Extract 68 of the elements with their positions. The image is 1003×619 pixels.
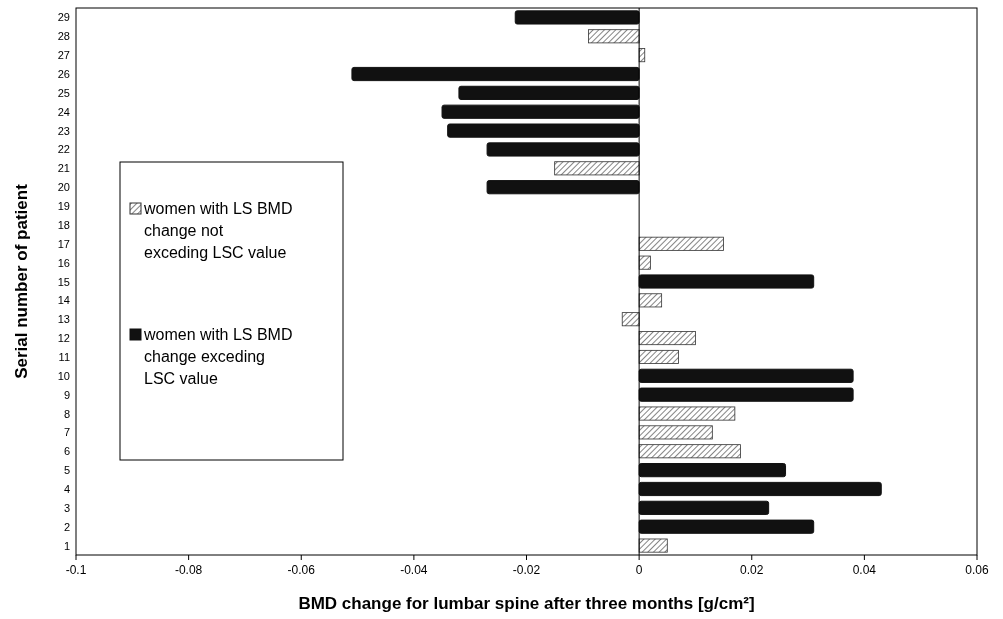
bar [638,274,815,289]
x-tick-label: 0 [635,563,643,577]
y-tick-label: 5 [63,464,70,477]
y-tick-label: 2 [63,520,70,533]
bar [554,161,640,176]
y-tick-label: 22 [57,143,70,156]
bar [638,236,724,251]
y-tick-label: 29 [57,11,70,24]
bar [638,293,663,308]
x-tick-label: 0.06 [965,563,989,577]
bar [486,142,640,157]
y-tick-label: 10 [57,369,70,382]
bar [638,500,770,515]
bar [638,538,668,553]
y-tick-label: 14 [57,294,70,307]
bar [638,368,854,383]
y-tick-label: 15 [57,275,70,288]
y-tick-label: 24 [57,105,70,118]
bar [638,463,787,478]
y-tick-label: 21 [57,162,70,175]
legend-label: women with LS BMD change not exceding LSC value [143,200,293,261]
bar [514,10,640,25]
y-tick-label: 11 [58,350,70,363]
y-tick-label: 12 [57,332,70,345]
y-tick-label: 13 [57,313,70,326]
y-tick-label: 9 [63,388,70,401]
bar [638,387,854,402]
y-tick-label: 8 [63,407,70,420]
y-tick-label: 17 [57,237,70,250]
y-tick-label: 6 [63,445,70,458]
y-tick-label: 4 [63,482,70,495]
x-tick-label: -0.02 [512,563,541,577]
y-axis-title: Serial number of patient [12,183,31,379]
bar [638,481,882,497]
bar [486,180,640,195]
y-tick-label: 28 [57,30,70,43]
y-tick-label: 18 [57,218,70,231]
y-tick-label: 27 [57,49,70,62]
y-tick-label: 25 [57,86,70,99]
x-tick-label: -0.08 [174,563,203,577]
bar [638,406,736,421]
y-tick-label: 20 [57,181,70,194]
x-tick-label: 0.04 [852,563,877,577]
bar [638,519,815,534]
bar [638,331,696,346]
x-axis-title: BMD change for lumbar spine after three months [g/cm²] [298,594,755,613]
bar [458,85,640,100]
bar [351,66,640,82]
bar [441,104,640,119]
x-tick-label: -0.04 [400,563,428,577]
legend-label: women with LS BMD change exceding LSC value [143,326,293,387]
bar [621,312,640,327]
y-tick-label: 26 [57,68,70,81]
y-tick-label: 7 [63,426,70,439]
bar [638,349,679,364]
bar [638,425,713,440]
y-tick-label: 1 [63,539,70,552]
x-tick-label: -0.1 [65,563,87,577]
x-tick-label: 0.02 [740,563,764,577]
bar [447,123,640,138]
x-tick-label: -0.06 [287,563,316,577]
bar [588,29,640,44]
bar [638,255,651,270]
y-tick-label: 23 [57,124,70,137]
bar [638,444,741,459]
y-tick-label: 16 [57,256,70,269]
y-tick-label: 19 [57,200,70,213]
y-tick-label: 3 [63,501,70,514]
